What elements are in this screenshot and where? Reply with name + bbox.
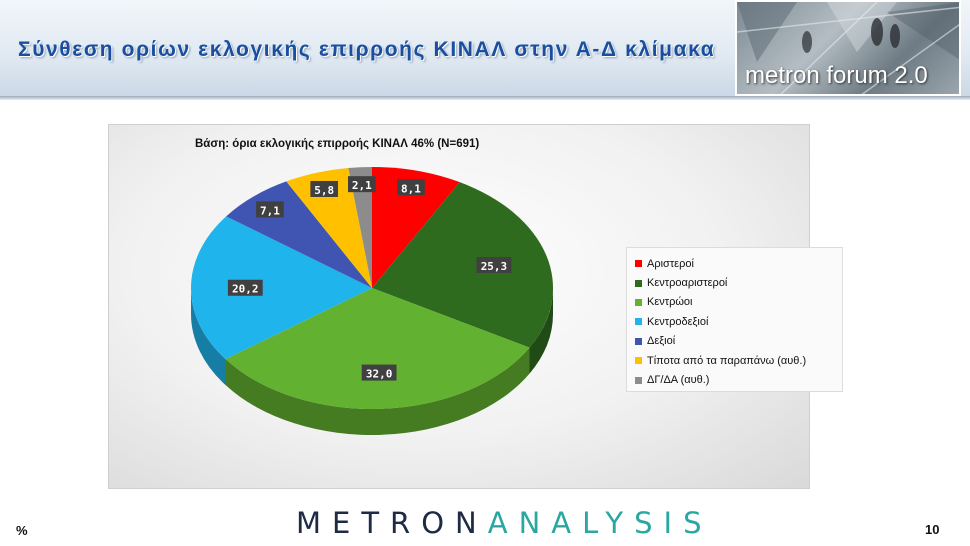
- data-label-group: 7,1: [256, 201, 284, 218]
- legend-item: Δεξιοί: [635, 332, 842, 351]
- data-label: 32,0: [366, 368, 393, 381]
- legend-swatch: [635, 376, 642, 384]
- legend-swatch: [635, 318, 642, 326]
- pie-slice-side: [191, 288, 226, 386]
- data-label: 20,2: [232, 283, 258, 296]
- data-label: 2,1: [352, 179, 372, 192]
- chart-title: Βάση: όρια εκλογικής επιρροής ΚΙΝΑΛ 46% …: [195, 138, 480, 150]
- data-label: 7,1: [260, 204, 280, 217]
- legend-swatch: [635, 279, 642, 287]
- legend-label: ΔΓ/ΔΑ (αυθ.): [647, 374, 710, 387]
- legend-item: Τίποτα από τα παραπάνω (αυθ.): [635, 351, 842, 370]
- legend-label: Τίποτα από τα παραπάνω (αυθ.): [647, 354, 807, 367]
- logo-part-metron: METRON: [296, 506, 488, 540]
- page-title: Σύνθεση ορίων εκλογικής επιρροής ΚΙΝΑΛ σ…: [18, 38, 716, 61]
- pie-depth: [191, 288, 553, 435]
- legend-item: ΔΓ/ΔΑ (αυθ.): [635, 370, 842, 389]
- data-label-group: 5,8: [310, 180, 338, 197]
- legend-label: Αριστεροί: [647, 257, 694, 270]
- data-label-group: 2,1: [347, 176, 376, 193]
- pie-slice: [348, 167, 372, 288]
- data-label: 25,3: [481, 260, 508, 273]
- header-divider: [0, 96, 970, 100]
- page-number: 10: [925, 522, 940, 537]
- legend-swatch: [635, 260, 642, 268]
- pie-slice: [372, 167, 460, 288]
- pie-slice: [372, 182, 553, 348]
- pie-slice-side: [529, 288, 553, 374]
- data-label-box: [227, 279, 263, 296]
- legend-label: Δεξιοί: [647, 335, 676, 348]
- logo-part-analysis: ANALYSIS: [487, 506, 713, 540]
- pie-slice: [225, 288, 530, 409]
- chart-legend: Αριστεροί Κεντροαριστεροί Κεντρώοι Κεντροδε…: [626, 247, 843, 392]
- legend-swatch: [635, 357, 642, 365]
- pie-slice: [191, 216, 372, 360]
- legend-item: Κεντροαριστεροί: [635, 273, 842, 292]
- pie-slice-side: [225, 347, 530, 435]
- legend-item: Κεντρώοι: [635, 293, 842, 312]
- data-label-box: [476, 257, 512, 274]
- brand-photo-graphic: [737, 2, 959, 94]
- data-label-box: [397, 179, 425, 196]
- data-label: 8,1: [401, 182, 421, 195]
- legend-item: Αριστεροί: [635, 254, 842, 273]
- brand-name: metron forum 2.0: [745, 62, 928, 89]
- legend-swatch: [635, 337, 642, 345]
- data-label-group: 8,1: [397, 179, 425, 195]
- legend-item: Κεντροδεξιοί: [635, 312, 842, 331]
- data-label-group: 25,3: [476, 257, 512, 274]
- data-label-box: [361, 364, 397, 381]
- pie-chart: 8,1 25,3 32,0 20,2 7,1 5,8 2,1: [191, 167, 553, 435]
- data-label-group: 32,0: [361, 364, 397, 381]
- brand-banner: metron forum 2.0: [735, 0, 961, 96]
- data-label-group: 20,2: [227, 279, 263, 296]
- unit-label: %: [16, 523, 28, 538]
- data-label-box: [347, 176, 376, 193]
- data-label: 5,8: [314, 184, 334, 197]
- legend-label: Κεντρώοι: [647, 296, 693, 309]
- legend-label: Κεντροδεξιοί: [647, 315, 709, 328]
- legend-swatch: [635, 298, 642, 306]
- data-label-box: [256, 201, 284, 218]
- company-logo: METRONANALYSIS: [296, 506, 713, 540]
- data-label-box: [310, 180, 338, 197]
- legend-label: Κεντροαριστεροί: [647, 277, 728, 290]
- pie-slice: [286, 168, 372, 288]
- chart-panel: Βάση: όρια εκλογικής επιρροής ΚΙΝΑΛ 46% …: [108, 124, 843, 489]
